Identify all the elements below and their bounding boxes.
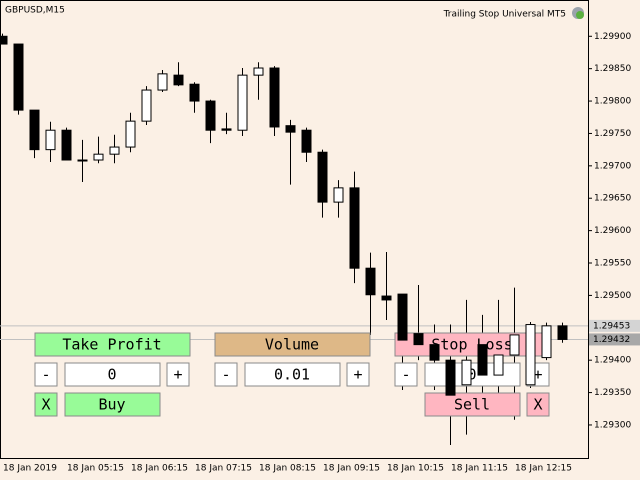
take-profit-panel: Take Profit - 0 + X Buy <box>34 332 191 417</box>
candle-body <box>61 129 72 161</box>
candle-body <box>429 344 440 361</box>
price-label-box <box>589 319 640 332</box>
value-text[interactable]: 0 <box>467 366 476 384</box>
candle-body <box>45 129 56 151</box>
candle-body <box>237 74 248 131</box>
close-button[interactable] <box>526 392 550 417</box>
value-field[interactable] <box>64 362 161 387</box>
candle-body <box>221 128 232 131</box>
y-tick-label: 1.29800 <box>594 97 631 107</box>
y-tick-label: 1.29900 <box>594 32 631 42</box>
indicator-name: Trailing Stop Universal MT5 <box>443 10 566 20</box>
close-label[interactable]: X <box>533 396 542 414</box>
y-tick-label: 1.29500 <box>594 291 631 301</box>
candle-body <box>269 67 280 128</box>
close-button[interactable] <box>34 392 58 417</box>
y-tick-label: 1.29350 <box>594 388 631 398</box>
buy-button[interactable] <box>64 392 161 417</box>
candle-body <box>77 159 88 162</box>
candle-body <box>253 67 264 76</box>
y-tick-label: 1.29600 <box>594 226 631 236</box>
minus-button[interactable] <box>394 362 418 387</box>
buy-label[interactable]: Buy <box>98 396 125 414</box>
header <box>214 332 371 357</box>
plus-label[interactable]: + <box>173 366 182 384</box>
minus-label[interactable]: - <box>401 366 410 384</box>
value-text[interactable]: 0 <box>107 366 116 384</box>
indicator-icon-dot <box>576 11 584 19</box>
minus-button[interactable] <box>214 362 238 387</box>
candle-body <box>445 359 456 396</box>
close-label[interactable]: X <box>41 396 50 414</box>
candle-body <box>0 35 8 45</box>
x-tick-label: 18 Jan 09:15 <box>323 464 380 474</box>
candle-body <box>205 100 216 131</box>
candle-body <box>109 146 120 155</box>
price-label: 1.29453 <box>593 321 630 331</box>
y-tick-label: 1.29700 <box>594 161 631 171</box>
candle-body <box>493 354 504 376</box>
plus-button[interactable] <box>346 362 370 387</box>
candle-body <box>541 325 552 359</box>
plot-frame <box>0 0 589 459</box>
header-label: Stop Loss <box>431 336 512 354</box>
candle-body <box>317 151 328 203</box>
header-label: Take Profit <box>62 336 161 354</box>
value-text[interactable]: 0.01 <box>274 366 310 384</box>
candle-body <box>525 324 536 386</box>
symbol-title: GBPUSD,M15 <box>5 6 65 16</box>
volume-panel: Volume - 0.01 + <box>214 332 371 387</box>
plus-label[interactable]: + <box>533 366 542 384</box>
candle-body <box>413 333 424 346</box>
price-label-box <box>589 333 640 346</box>
minus-button[interactable] <box>34 362 58 387</box>
x-tick-label: 18 Jan 05:15 <box>67 464 124 474</box>
y-tick-label: 1.29300 <box>594 420 631 430</box>
header-label: Volume <box>265 336 319 354</box>
sell-button[interactable] <box>424 392 521 417</box>
candle-body <box>509 334 520 356</box>
y-tick-label: 1.29400 <box>594 356 631 366</box>
candle-body <box>29 109 40 151</box>
candle-body <box>157 73 168 91</box>
y-tick-label: 1.29850 <box>594 64 631 74</box>
candle-body <box>477 344 488 376</box>
header <box>34 332 191 357</box>
y-tick-label: 1.29550 <box>594 259 631 269</box>
minus-label[interactable]: - <box>41 366 50 384</box>
candle-body <box>397 293 408 341</box>
x-tick-label: 18 Jan 06:15 <box>131 464 188 474</box>
candle-body <box>125 120 136 148</box>
candle-body <box>349 187 360 269</box>
y-tick-label: 1.29750 <box>594 129 631 139</box>
x-tick-label: 18 Jan 08:15 <box>259 464 316 474</box>
candle-body <box>557 325 568 340</box>
candle-body <box>93 153 104 161</box>
candle-body <box>189 83 200 102</box>
candle-body <box>141 89 152 122</box>
plus-label[interactable]: + <box>353 366 362 384</box>
y-tick-label: 1.29650 <box>594 194 631 204</box>
candle-body <box>13 43 24 111</box>
candle-body <box>173 74 184 86</box>
x-tick-label: 18 Jan 12:15 <box>515 464 572 474</box>
plus-button[interactable] <box>166 362 190 387</box>
x-tick-label: 18 Jan 11:15 <box>451 464 508 474</box>
candle-body <box>285 125 296 133</box>
x-tick-label: 18 Jan 07:15 <box>195 464 252 474</box>
value-field[interactable] <box>244 362 341 387</box>
x-tick-label: 18 Jan 2019 <box>3 464 57 474</box>
candle-body <box>381 295 392 301</box>
candle-body <box>461 359 472 386</box>
candle-body <box>365 267 376 296</box>
candle-body <box>333 187 344 203</box>
price-label: 1.29432 <box>593 335 630 345</box>
sell-label[interactable]: Sell <box>454 396 490 414</box>
candle-body <box>301 129 312 153</box>
minus-label[interactable]: - <box>221 366 230 384</box>
x-tick-label: 18 Jan 10:15 <box>387 464 444 474</box>
